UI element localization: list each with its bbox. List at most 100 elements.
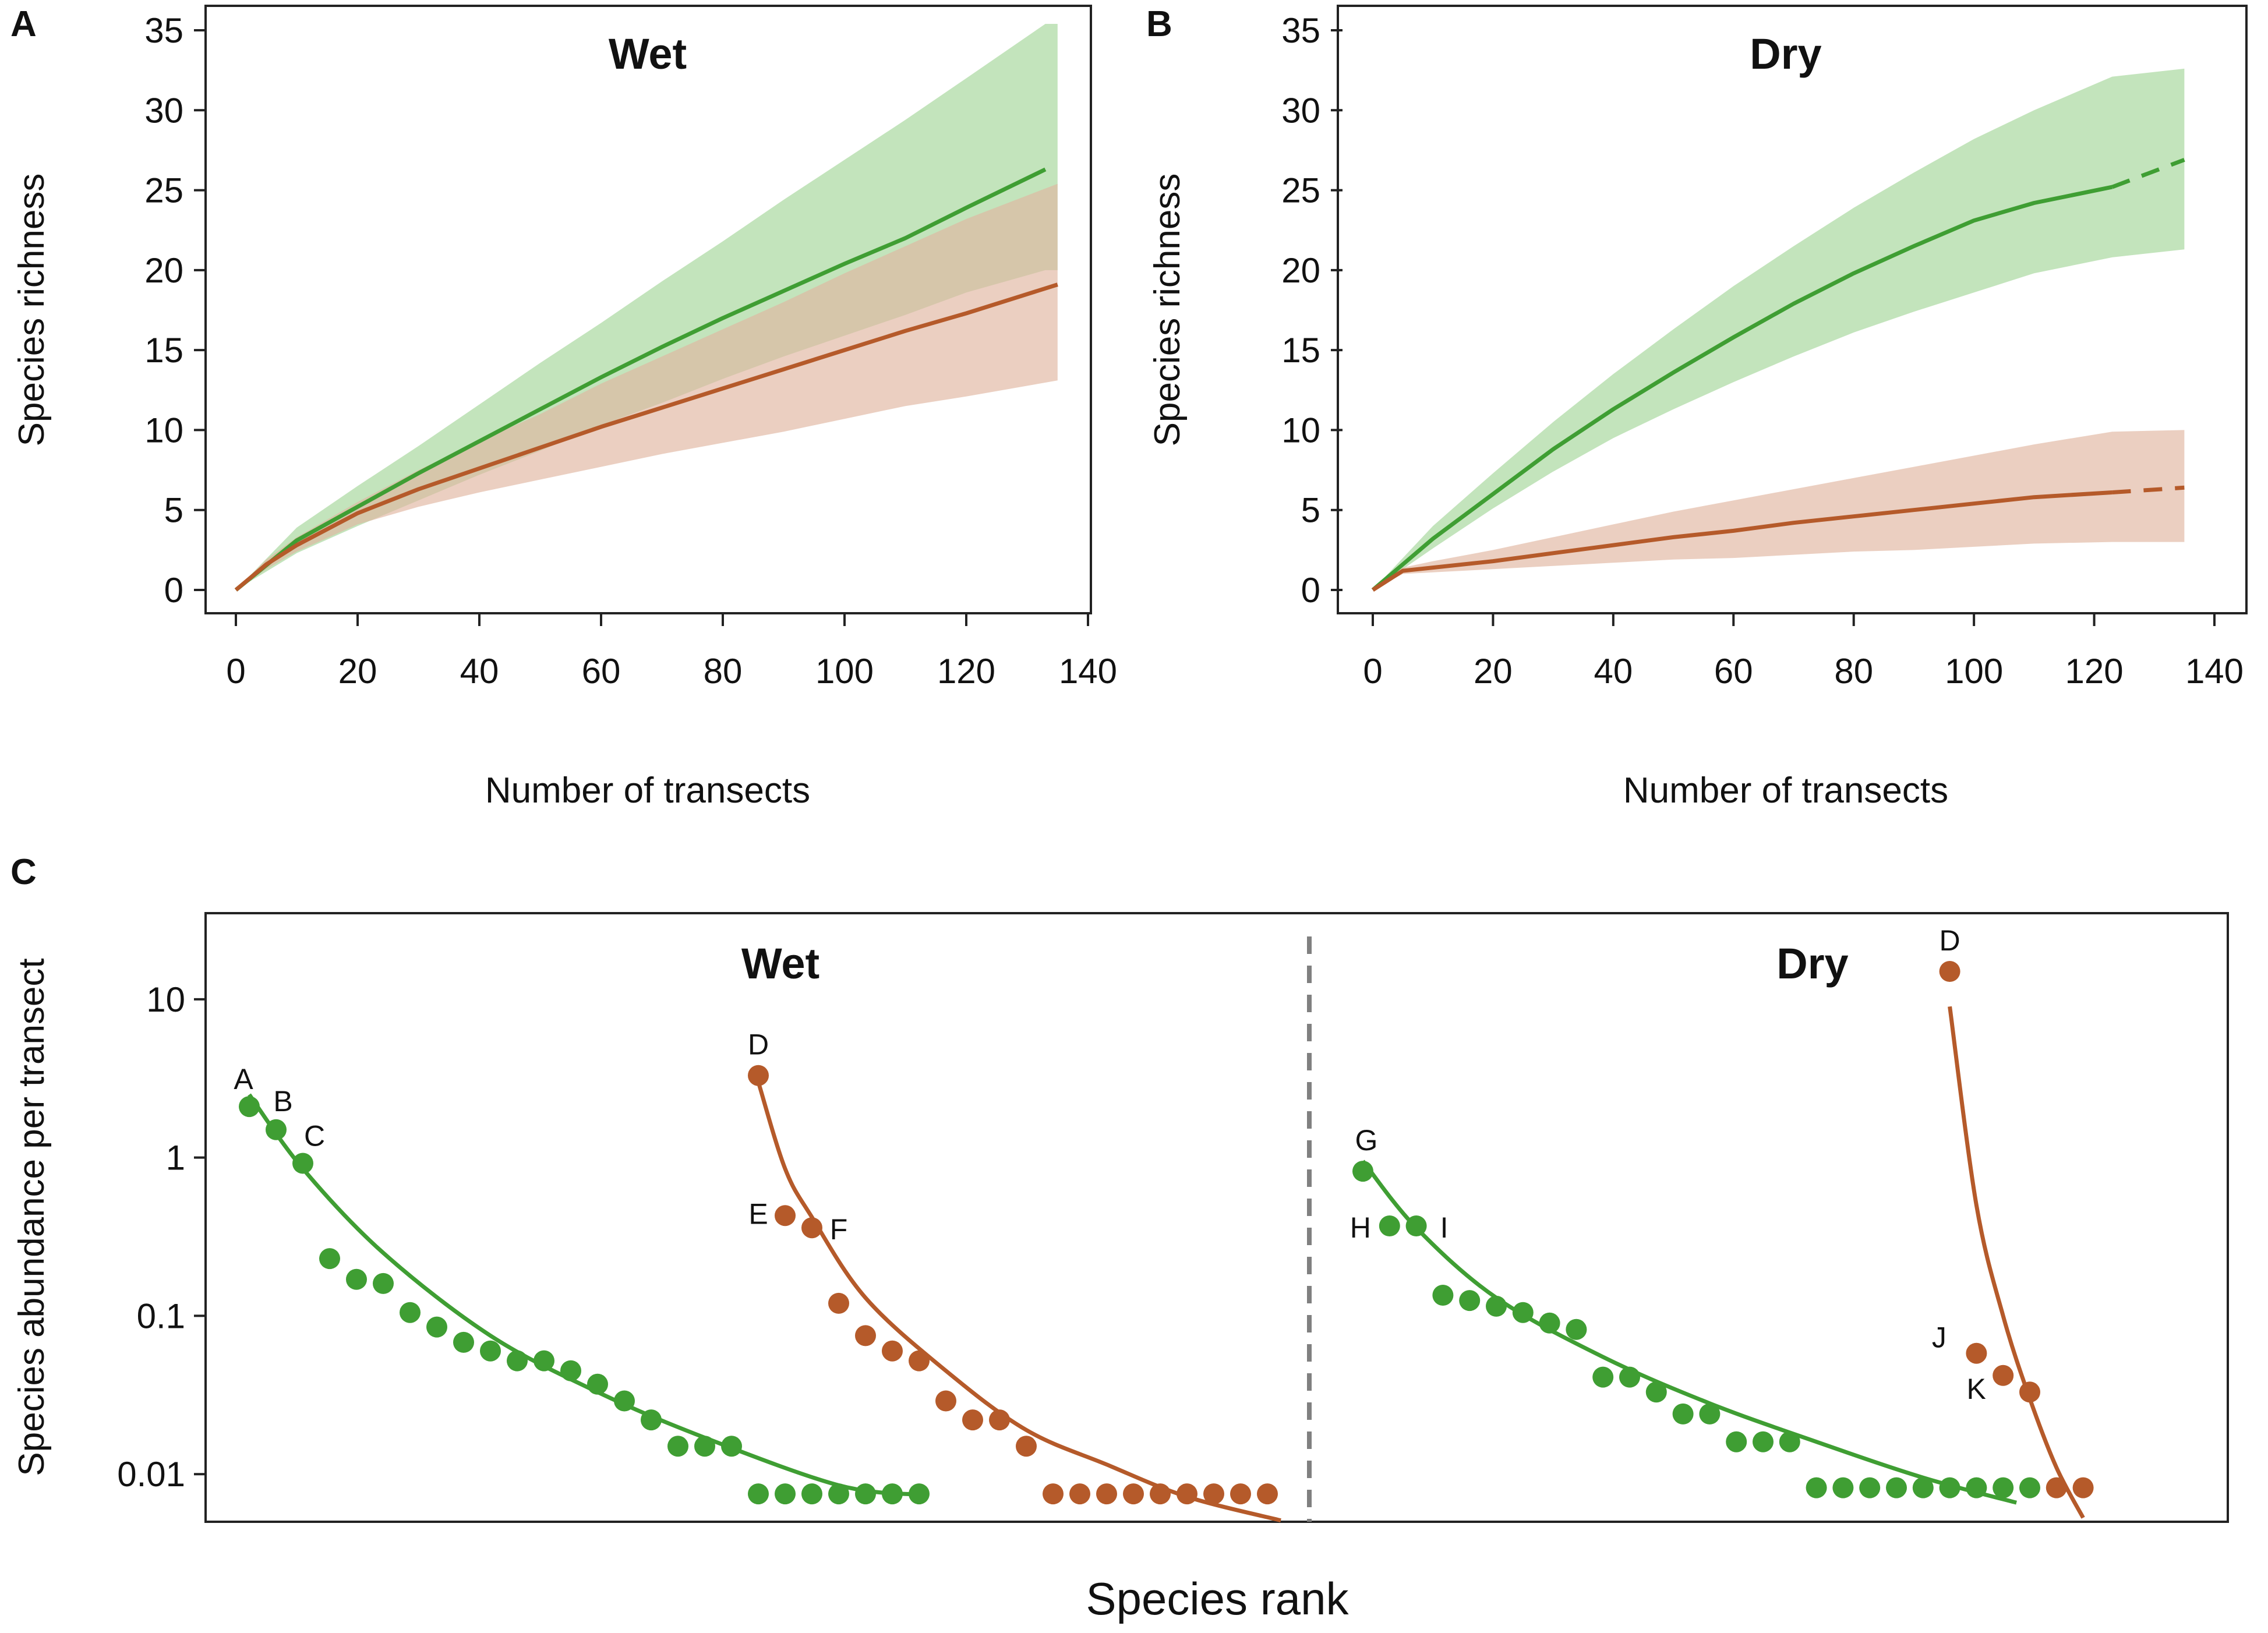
panel-c-dry-brown-point (2019, 1381, 2040, 1403)
panel-c-wet-green-point (507, 1350, 528, 1372)
panel-a-y-axis-title: Species richness (12, 174, 52, 447)
panel-b-y-tick-label: 35 (1281, 11, 1320, 50)
panel-c-point-label: B (273, 1085, 292, 1118)
panel-c-wet-brown-point (1043, 1483, 1064, 1505)
panel-c-dry-green-point (1539, 1312, 1560, 1334)
panel-a-x-tick-label: 140 (1059, 652, 1117, 691)
panel-a-y-tick-label: 15 (144, 331, 183, 370)
panel-c-dry-green-point (1379, 1215, 1400, 1236)
panel-b-x-tick-label: 100 (1945, 652, 2003, 691)
panel-c-frame (204, 912, 2229, 1523)
panel-c-dry-green-point (1432, 1285, 1454, 1306)
panel-c-wet-brown-point (1096, 1483, 1117, 1505)
panel-c-point-label: A (234, 1063, 253, 1095)
panel-c-wet-green-point (587, 1373, 608, 1395)
panel-b-x-tick-label: 40 (1594, 652, 1633, 691)
panel-c-dry-green-point (1806, 1477, 1827, 1498)
panel-a-green-line (234, 167, 1047, 592)
panel-c-wet-green-point (882, 1483, 903, 1505)
panel-c-wet-brown-point (882, 1340, 903, 1362)
panel-b-y-tick-label: 30 (1281, 91, 1320, 130)
panel-c-y-axis: 0.01 0.1 1 10 (117, 980, 206, 1494)
panel-b-x-tick-label: 0 (1363, 652, 1382, 691)
panel-c-wet-brown-point (855, 1325, 876, 1346)
panel-c-y-axis-title: Species abundance per transect (12, 958, 52, 1476)
panel-c-wet-brown-point (1123, 1483, 1144, 1505)
panel-c-y-tick-label: 1 (166, 1139, 185, 1178)
panel-c-wet-brown-point (1069, 1483, 1090, 1505)
panel-c-wet-brown-point (935, 1390, 956, 1412)
panel-a-y-tick-label: 35 (144, 11, 183, 50)
panel-a-plot-area (234, 24, 1058, 592)
panel-a-letter: A (10, 4, 37, 44)
panel-c-dry-green-point (1592, 1366, 1614, 1388)
panel-c-wet-green-point (828, 1483, 849, 1505)
panel-c-wet-brown-point (1203, 1483, 1224, 1505)
panel-a-y-tick-label: 25 (144, 171, 183, 210)
panel-b-plot-area (1371, 68, 2185, 592)
panel-b-x-tick-label: 80 (1834, 652, 1873, 691)
panel-c-dry-green-point (1512, 1302, 1534, 1323)
panel-a-green-confidence-band (236, 24, 1058, 590)
panel-c-point-label: G (1355, 1124, 1378, 1157)
panel-c-point-label: I (1440, 1211, 1449, 1244)
panel-c-dry-brown-point (2046, 1477, 2067, 1498)
panel-b-y-tick-label: 20 (1281, 251, 1320, 290)
panel-c-dry-green-point (1912, 1477, 1934, 1498)
panel-b-title: Dry (1750, 30, 1821, 78)
panel-c-wet-green-point (534, 1350, 554, 1372)
panel-c-dry-green-point (1405, 1215, 1427, 1236)
panel-c-dry-brown-point (1939, 961, 1960, 982)
panel-b-y-axis: 0 5 10 15 20 25 30 35 (1281, 11, 1343, 610)
panel-c-wet-brown-point (989, 1409, 1010, 1431)
panel-c-point-label: K (1967, 1373, 1986, 1405)
panel-c-y-tick-label: 0.1 (137, 1296, 185, 1335)
panel-b-green-confidence-band (1373, 68, 2185, 590)
panel-c-wet-brown-point (775, 1205, 796, 1226)
panel-a-x-tick-label: 120 (937, 652, 995, 691)
panel-c-dry-green-point (1352, 1161, 1373, 1182)
panel-a-x-tick-label: 0 (226, 652, 245, 691)
panel-c-point-label: F (830, 1213, 848, 1246)
panel-b-brown-line (1372, 490, 2112, 592)
panel-c-y-tick-label: 0.01 (117, 1455, 185, 1494)
panel-c-dry-green-point (1645, 1381, 1667, 1403)
panel-c-wet-green-point (346, 1268, 367, 1290)
panel-c-wet-green-point (801, 1483, 822, 1505)
panel-b-y-tick-label: 15 (1281, 331, 1320, 370)
panel-c-wet-green-point (614, 1390, 635, 1412)
panel-a-y-tick-label: 5 (164, 491, 183, 530)
panel-c-wet-brown-point (1257, 1483, 1278, 1505)
panel-b-y-tick-label: 10 (1281, 411, 1320, 450)
panel-a-y-axis: 0 5 10 15 20 25 30 35 (144, 11, 206, 610)
panel-c-dry-brown-point (1966, 1342, 1987, 1364)
panel-c-dry-green-point (1726, 1431, 1747, 1452)
panel-c-wet-brown-point (828, 1292, 849, 1314)
panel-c-wet-brown-point (962, 1409, 983, 1431)
panel-c-wet-green-point (641, 1409, 662, 1431)
panel-c-wet-green-point (909, 1483, 930, 1505)
panel-a-brown-confidence-band (236, 183, 1058, 591)
panel-c-dry-green-point (1459, 1290, 1481, 1312)
panel-c-wet-green-point (266, 1119, 287, 1140)
panel-c-x-axis-title: Species rank (1086, 1573, 1350, 1624)
panel-c-wet-green-point (480, 1340, 501, 1362)
panel-c-dry-green-point (1886, 1477, 1907, 1498)
panel-c-dry-green-point (2019, 1477, 2040, 1498)
panel-a-brown-line (234, 282, 1058, 592)
panel-b-green-line (1371, 185, 2113, 592)
panel-c-wet-brown-point (1230, 1483, 1251, 1505)
panel-c-wet-brown-point (748, 1065, 769, 1086)
panel-c-wet-brown-point (801, 1217, 822, 1239)
panel-c-wet-brown-point (1150, 1483, 1171, 1505)
panel-c-wet-green-point (775, 1483, 796, 1505)
panel-c-plot-area: ABC D E F G H I D JK (234, 924, 2094, 1523)
panel-c-dry-green-point (1993, 1477, 2014, 1498)
panel-c-dry-green-point (1486, 1295, 1507, 1317)
panel-b-x-tick-label: 60 (1714, 652, 1753, 691)
panel-c-wet-green-point (319, 1248, 340, 1270)
panel-c-dry-title: Dry (1776, 939, 1848, 988)
panel-a-x-tick-label: 60 (582, 652, 621, 691)
